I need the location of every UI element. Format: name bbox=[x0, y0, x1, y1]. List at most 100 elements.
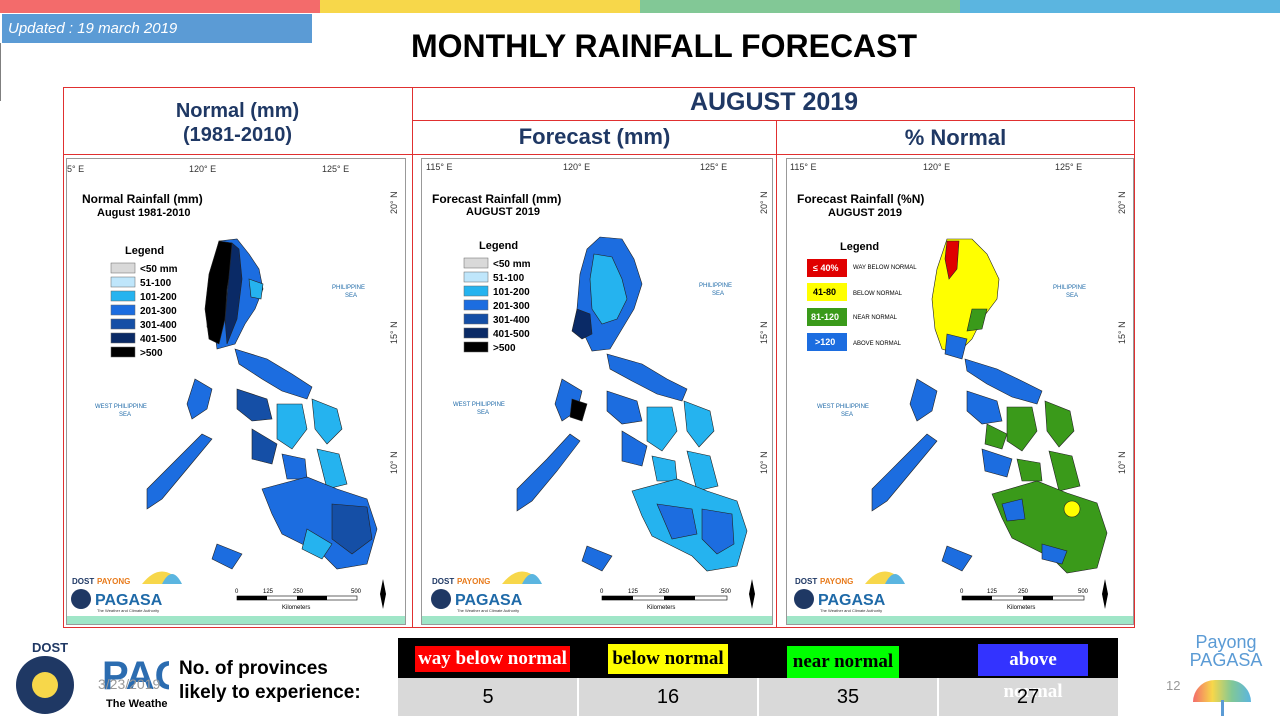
category-above-normal: above normal bbox=[978, 644, 1088, 702]
legend-key: >120 bbox=[815, 337, 835, 347]
updated-badge: Updated : 19 march 2019 bbox=[2, 14, 312, 43]
map-title: Forecast Rainfall (mm) bbox=[432, 192, 561, 206]
payong-line2: PAGASA bbox=[1189, 650, 1263, 670]
legend-item: <50 mm bbox=[493, 259, 531, 270]
legend-title: Legend bbox=[125, 245, 164, 257]
lat-label: 20° N bbox=[1117, 191, 1127, 214]
logo-tagline: The Weather and Climate Authority bbox=[97, 608, 159, 613]
stripe-yellow bbox=[320, 0, 640, 13]
logo-icon bbox=[794, 589, 814, 609]
logo-icon bbox=[431, 589, 451, 609]
scale-bar: 0 125 250 500 Kilometers bbox=[235, 589, 362, 611]
category-below-normal: below normal bbox=[608, 644, 728, 674]
map-subtitle: AUGUST 2019 bbox=[466, 206, 540, 218]
logo-dost: DOST bbox=[72, 577, 94, 586]
legend-item: 101-200 bbox=[140, 292, 177, 303]
legend-item: 201-300 bbox=[493, 301, 530, 312]
normal-header: Normal (mm) (1981-2010) bbox=[63, 99, 412, 147]
logo-tagline: The Weathe bbox=[106, 698, 168, 710]
logo-payong: PAYONG bbox=[457, 577, 490, 586]
legend-desc: WAY BELOW NORMAL bbox=[853, 265, 917, 271]
normal-map-panel: 5° E 120° E 125° E 20° N 15° N 10° N Nor… bbox=[66, 158, 406, 625]
scale-unit: Kilometers bbox=[282, 605, 310, 611]
legend-item: 301-400 bbox=[140, 320, 177, 331]
stripe-blue bbox=[960, 0, 1280, 13]
scale-bar: 0 125 250 500 Kilometers bbox=[600, 589, 732, 611]
forecast-map: 115° E 120° E 125° E 20° N 15° N 10° N F… bbox=[422, 162, 772, 624]
sea-label: WEST PHILIPPINE bbox=[95, 404, 147, 410]
percent-map: 115° E 120° E 125° E 20° N 15° N 10° N F… bbox=[787, 162, 1133, 624]
slide-date: 3/23/2019 bbox=[98, 676, 161, 692]
logo-dost-label: DOST bbox=[32, 640, 69, 655]
legend: <50 mm 51-100 101-200 201-300 301-400 40… bbox=[110, 262, 178, 359]
cell-divider bbox=[577, 678, 579, 716]
gradient-strip bbox=[67, 616, 405, 624]
map-subtitle: August 1981-2010 bbox=[97, 207, 191, 219]
logo-emblem-inner bbox=[32, 672, 58, 698]
scale-unit: Kilometers bbox=[647, 605, 675, 611]
lat-label: 15° N bbox=[1117, 321, 1127, 344]
map-subtitle: AUGUST 2019 bbox=[828, 207, 902, 219]
logo-tagline: The Weather and Climate Authority bbox=[457, 608, 519, 613]
cell-divider bbox=[757, 678, 759, 716]
legend-item: 201-300 bbox=[140, 306, 177, 317]
sea-label: PHILIPPINE bbox=[1053, 285, 1086, 291]
sea-label: SEA bbox=[119, 412, 131, 418]
legend-item: 51-100 bbox=[140, 278, 172, 289]
scale-label: 250 bbox=[1018, 589, 1029, 595]
count-way-below-normal: 5 bbox=[482, 686, 494, 708]
forecast-map-panel: 115° E 120° E 125° E 20° N 15° N 10° N F… bbox=[421, 158, 773, 625]
philippines-shape bbox=[146, 238, 378, 570]
sea-label: SEA bbox=[477, 410, 489, 416]
logo-dost: DOST bbox=[795, 577, 817, 586]
sea-label: PHILIPPINE bbox=[332, 285, 365, 291]
legend-title: Legend bbox=[840, 241, 879, 253]
legend-item: 301-400 bbox=[493, 315, 530, 326]
forecast-header: Forecast (mm) bbox=[518, 124, 671, 149]
forecast-grid: Normal (mm) (1981-2010) AUGUST 2019 Fore… bbox=[63, 87, 1135, 628]
count-near-normal: 35 bbox=[836, 686, 860, 708]
logo-payong: PAYONG bbox=[97, 577, 130, 586]
legend-item: 101-200 bbox=[493, 287, 530, 298]
compass-icon bbox=[1102, 579, 1108, 609]
provinces-line2: likely to experience: bbox=[179, 682, 361, 703]
logo-payong: PAYONG bbox=[820, 577, 853, 586]
legend-item: 51-100 bbox=[493, 273, 525, 284]
lat-label: 20° N bbox=[759, 191, 769, 214]
province-count-table: way below normal below normal near norma… bbox=[398, 638, 1118, 716]
cell-divider bbox=[937, 678, 939, 716]
logo-pagasa: PAGASA bbox=[455, 592, 523, 609]
payong-line1: Payong bbox=[1195, 632, 1257, 652]
compass-icon bbox=[380, 579, 386, 609]
scale-label: 0 bbox=[235, 589, 239, 595]
pagasa-logo: DOST PAG The Weathe bbox=[14, 640, 169, 718]
scale-label: 500 bbox=[721, 589, 732, 595]
legend-item: >500 bbox=[140, 348, 163, 359]
lat-label: 20° N bbox=[389, 191, 399, 214]
lon-label: 125° E bbox=[322, 164, 349, 174]
legend-key: 81-120 bbox=[811, 312, 839, 322]
legend-item: 401-500 bbox=[140, 334, 177, 345]
legend-desc: ABOVE NORMAL bbox=[853, 341, 902, 347]
count-below-normal: 16 bbox=[656, 686, 680, 708]
scale-label: 125 bbox=[987, 589, 998, 595]
scale-bar: 0 125 250 500 Kilometers bbox=[960, 589, 1089, 611]
philippines-shape bbox=[516, 236, 748, 572]
umbrella-icon bbox=[1193, 680, 1251, 702]
lon-label: 5° E bbox=[67, 164, 84, 174]
normal-header-line1: Normal (mm) bbox=[175, 100, 300, 122]
scale-label: 500 bbox=[1078, 589, 1089, 595]
stripe-green bbox=[640, 0, 960, 13]
logo-dost: DOST bbox=[432, 577, 454, 586]
compass-icon bbox=[749, 579, 755, 609]
legend: ≤ 40% WAY BELOW NORMAL 41-80 BELOW NORMA… bbox=[807, 259, 917, 351]
scale-label: 0 bbox=[960, 589, 964, 595]
lon-label: 125° E bbox=[1055, 162, 1082, 172]
logo-icon bbox=[71, 589, 91, 609]
lat-label: 10° N bbox=[1117, 451, 1127, 474]
category-way-below-normal: way below normal bbox=[415, 646, 570, 672]
logo-pagasa: PAGASA bbox=[95, 592, 163, 609]
sea-label: SEA bbox=[345, 293, 357, 299]
map-title: Normal Rainfall (mm) bbox=[82, 192, 203, 206]
provinces-caption: No. of provinces likely to experience: bbox=[179, 657, 361, 705]
